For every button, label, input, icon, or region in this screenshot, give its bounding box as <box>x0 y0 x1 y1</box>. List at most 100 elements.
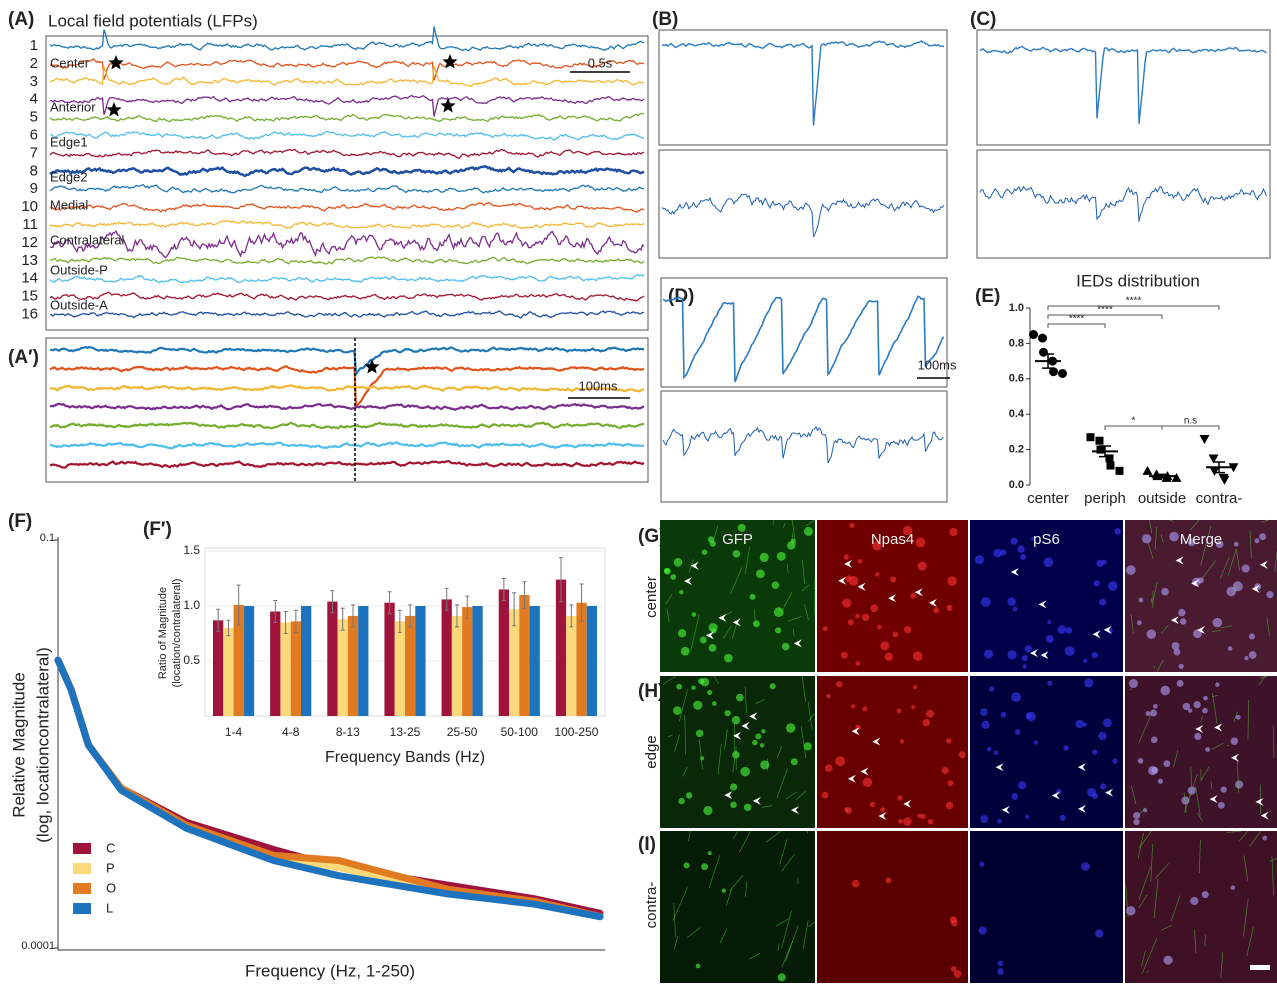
error-bar <box>569 604 574 628</box>
cell <box>1150 709 1158 717</box>
cell <box>1007 650 1017 660</box>
arrowhead <box>1175 556 1184 565</box>
cell <box>1083 658 1088 663</box>
arrowhead <box>1251 584 1260 593</box>
cell <box>1160 685 1171 696</box>
cell <box>732 550 741 558</box>
point <box>1142 465 1153 475</box>
cell <box>730 801 737 809</box>
significance-bracket <box>1161 425 1220 430</box>
bar <box>394 621 405 716</box>
scale-label: 100ms <box>578 378 618 393</box>
cell <box>1230 737 1239 746</box>
cell <box>737 523 746 532</box>
cell <box>947 780 954 787</box>
error-bar <box>216 608 221 632</box>
micrograph <box>970 676 1123 828</box>
error-bar <box>1156 473 1168 479</box>
cell <box>1063 745 1069 751</box>
cell <box>1215 540 1224 549</box>
cell <box>945 801 954 810</box>
cell <box>1108 581 1118 591</box>
point <box>1106 461 1115 470</box>
arrowhead <box>995 763 1004 772</box>
panel-frame <box>45 35 649 331</box>
cell <box>1152 704 1158 709</box>
bar <box>462 607 473 716</box>
cell <box>872 541 882 551</box>
trace <box>49 130 645 141</box>
cell <box>1011 793 1019 800</box>
cell <box>933 607 940 614</box>
cell <box>685 792 693 799</box>
region-label: Contralateral <box>50 232 125 247</box>
cell <box>862 706 868 712</box>
neurite <box>1138 830 1152 849</box>
cell <box>1043 557 1054 568</box>
bar <box>301 606 312 716</box>
neurite <box>725 888 733 906</box>
cell <box>1011 692 1022 703</box>
bar <box>243 606 255 716</box>
arrowhead <box>872 737 881 746</box>
micrograph <box>970 831 1123 983</box>
panel-label: (F′) <box>143 519 172 540</box>
neurite <box>1173 749 1179 767</box>
arrowhead <box>878 811 887 820</box>
neurite <box>792 628 795 637</box>
cell <box>752 620 760 628</box>
cell <box>947 576 957 586</box>
channel-number: 5 <box>30 109 38 126</box>
cell <box>845 807 852 814</box>
trace <box>49 273 645 284</box>
neurite <box>1247 699 1250 740</box>
cell <box>1019 553 1027 560</box>
neurite <box>776 745 783 758</box>
cell <box>851 879 860 888</box>
chart-title: IEDs distribution <box>1076 271 1200 290</box>
cell <box>1220 786 1227 793</box>
cell <box>999 549 1007 556</box>
channel-number: 1 <box>30 37 38 54</box>
stain-label: pS6 <box>1033 531 1060 548</box>
cell <box>1114 527 1121 535</box>
neurite <box>1204 934 1206 947</box>
cell <box>695 729 704 738</box>
bar <box>415 606 426 716</box>
cell <box>981 720 990 729</box>
trace <box>661 193 945 238</box>
cell <box>760 760 770 770</box>
cell <box>949 527 958 537</box>
legend-swatch <box>73 863 91 874</box>
cell <box>949 916 957 924</box>
micrograph <box>817 831 968 983</box>
neurite <box>722 625 732 640</box>
cell <box>1007 597 1016 606</box>
cell <box>759 743 765 748</box>
cell <box>974 555 985 565</box>
x-tick-label: contra- <box>1196 490 1243 507</box>
neurite <box>686 927 701 939</box>
neurite <box>1220 625 1233 629</box>
neurite <box>1153 665 1156 669</box>
point <box>1208 454 1219 464</box>
cell <box>1064 646 1075 656</box>
cell <box>1227 646 1233 651</box>
neurite <box>667 734 673 738</box>
legend-swatch <box>73 903 91 914</box>
cell <box>1248 633 1256 640</box>
point <box>1115 466 1124 475</box>
error-bar <box>465 595 470 619</box>
trace <box>662 295 945 383</box>
trace <box>661 39 945 126</box>
neurite <box>1197 812 1203 822</box>
cell <box>892 631 899 638</box>
cell <box>1024 645 1032 653</box>
region-label: Outside-P <box>50 262 108 277</box>
cell <box>849 523 855 529</box>
trace <box>49 291 645 302</box>
neurite <box>1239 830 1249 842</box>
cell <box>897 795 903 801</box>
y-tick-label: 0.5 <box>183 653 200 667</box>
